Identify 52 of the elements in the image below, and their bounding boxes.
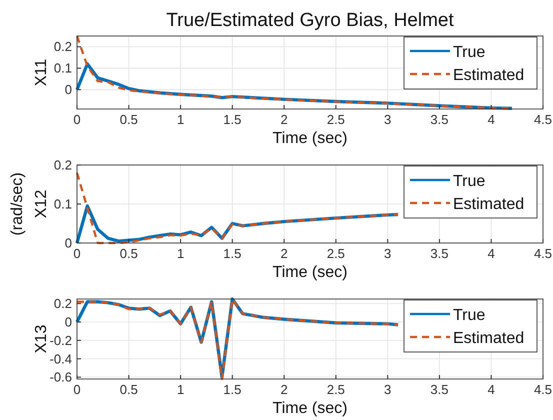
x-tick-label: 4.5 [534,112,552,127]
x-tick-label: 4.5 [534,382,552,397]
x-tick-label: 4 [488,382,495,397]
x-tick-label: 1.5 [223,246,242,261]
legend-label: Estimated [453,330,524,347]
x-axis-title: Time (sec) [272,130,348,147]
y-tick-label: -0.4 [50,351,72,366]
y-tick-label: 0 [64,82,72,98]
x-tick-label: 1.5 [223,382,242,397]
y-tick-label: 0.2 [54,296,72,312]
x-tick-label: 2 [280,382,288,397]
chart-title: True/Estimated Gyro Bias, Helmet [166,10,454,31]
x-tick-label: 1 [176,382,184,397]
y-axis-title: X11 [33,58,50,86]
x-tick-label: 0.5 [120,112,138,127]
x-axis-title: Time (sec) [272,400,348,417]
y-tick-label: 0.1 [54,196,72,212]
x-tick-label: 4 [488,112,495,127]
x-tick-label: 1.5 [223,112,242,127]
x-tick-label: 1 [176,112,184,127]
x-tick-label: 0.5 [120,246,138,261]
x-tick-label: 2 [280,246,288,261]
text: (rad/sec) [9,172,26,236]
legend-label: True [453,173,486,190]
x-tick-label: 2.5 [326,382,345,397]
y-tick-label: 0 [64,236,72,250]
x-tick-label: 1 [176,246,184,261]
x-tick-label: 3.5 [430,382,448,397]
y-tick-label: 0.1 [54,60,72,76]
x-tick-label: 3 [384,382,392,397]
x-tick-label: 3.5 [430,112,448,127]
x-tick-label: 4.5 [534,246,552,261]
y-tick-label: 0 [64,314,72,330]
x-tick-label: 3 [384,246,392,261]
y-tick-label: 0.2 [54,158,72,172]
legend-label: True [453,44,486,61]
x-tick-label: 2.5 [326,112,345,127]
x-tick-label: 2 [280,112,288,127]
x-tick-label: 2.5 [326,246,345,261]
x-tick-label: 3.5 [430,246,448,261]
x-axis-title: Time (sec) [272,264,348,281]
legend-label: True [453,307,486,324]
legend-label: Estimated [453,67,524,84]
x-tick-label: 4 [488,246,495,261]
legend-label: Estimated [453,196,524,213]
y-tick-label: 0.2 [54,39,72,54]
x-tick-label: 0.5 [120,382,138,397]
y-tick-label: -0.6 [50,370,72,385]
y-tick-label: -0.2 [50,332,72,348]
y-axis-title: X12 [33,190,50,218]
y-axis-title: X13 [33,324,50,354]
x-tick-label: 3 [384,112,392,127]
